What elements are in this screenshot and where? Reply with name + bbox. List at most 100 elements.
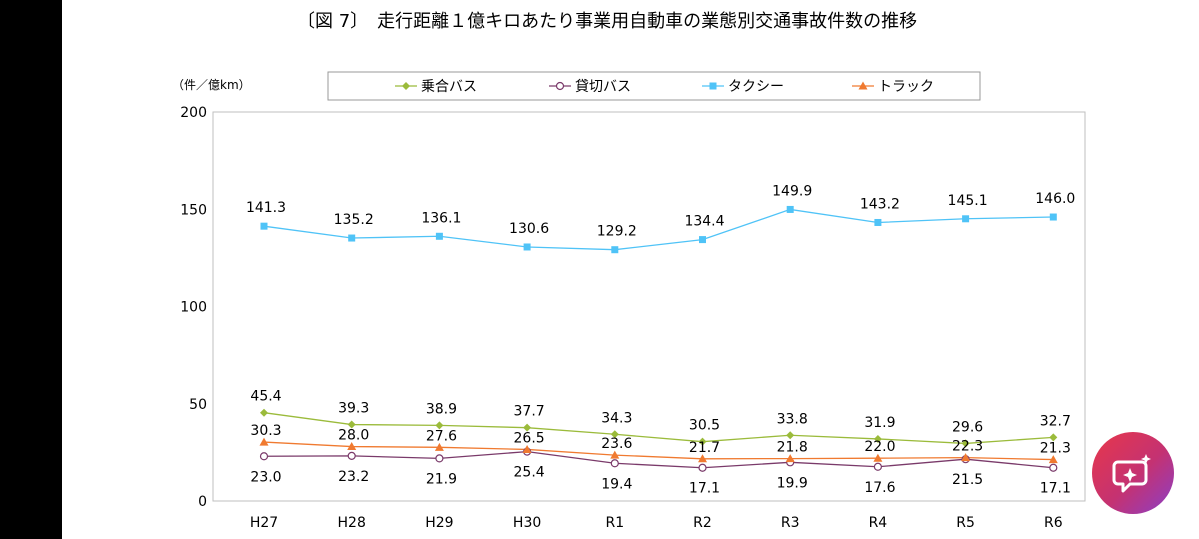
data-label-charter: 17.6 [864,480,895,496]
data-label-charter: 19.4 [601,476,632,492]
data-point-truck [698,454,707,463]
x-tick-label: R2 [693,515,712,531]
x-tick-label: R1 [605,515,624,531]
data-point-truck [347,442,357,451]
data-point-charter [259,452,269,461]
data-point-bus [347,420,356,429]
data-point-taxi [1049,213,1057,221]
data-label-taxi: 129.2 [597,224,637,240]
data-label-bus: 38.9 [426,401,457,417]
data-label-taxi: 146.0 [1035,191,1075,207]
chart-page: 〔図 7〕 走行距離１億キロあたり事業用自動車の業態別交通事故件数の推移 （件／… [62,0,1199,539]
data-label-charter: 21.5 [952,472,983,488]
data-label-taxi: 136.1 [421,210,461,226]
legend-marker-bus [402,82,410,90]
series-line-bus [263,412,1054,445]
series-line-charter [263,450,1054,469]
series-line-truck [263,441,1054,461]
data-point-bus [610,430,619,439]
data-label-charter: 19.9 [777,475,808,491]
data-point-bus [786,431,795,440]
data-point-taxi [523,243,531,251]
x-tick-label: R6 [1044,515,1063,531]
data-label-truck: 28.0 [338,428,369,444]
y-tick-label: 50 [189,397,207,413]
data-point-truck [785,454,795,463]
data-label-charter: 23.0 [250,469,281,485]
data-point-charter [347,451,356,460]
chart-title: 〔図 7〕 走行距離１億キロあたり事業用自動車の業態別交通事故件数の推移 [297,11,917,32]
data-point-bus [435,421,444,430]
x-tick-label: H30 [513,515,541,531]
data-point-truck [1048,455,1058,464]
data-point-charter [610,459,619,468]
data-label-taxi: 130.6 [509,221,549,237]
data-point-taxi [611,246,619,254]
data-point-bus [260,408,268,417]
data-point-taxi [786,205,794,213]
data-label-truck: 23.6 [601,436,632,452]
ai-assistant-button[interactable] [1092,432,1174,514]
data-label-truck: 26.5 [514,430,545,446]
data-point-taxi [962,215,970,223]
data-label-truck: 22.0 [864,439,895,455]
data-point-bus [698,437,707,446]
data-point-charter [435,454,444,463]
data-label-truck: 30.3 [250,423,281,439]
legend-marker-charter [555,81,565,91]
data-point-truck [610,450,620,459]
data-point-charter [873,462,883,471]
chat-sparkle-icon [1112,454,1151,493]
data-point-charter [698,463,707,472]
legend-label-charter: 貸切バス [575,79,631,95]
data-point-taxi [699,236,706,244]
chart: 〔図 7〕 走行距離１億キロあたり事業用自動車の業態別交通事故件数の推移 （件／… [172,11,1086,531]
data-point-truck [259,437,269,446]
data-point-bus [873,434,882,443]
data-label-truck: 22.3 [952,439,983,455]
y-tick-label: 150 [180,202,207,218]
data-point-bus [961,439,970,448]
legend-label-truck: トラック [878,79,934,95]
data-label-charter: 23.2 [338,469,369,485]
data-point-taxi [348,234,356,242]
data-label-charter: 25.4 [514,465,545,481]
data-point-truck [961,453,971,462]
data-point-taxi [260,222,268,230]
data-point-truck [434,442,444,451]
x-tick-label: R5 [956,515,975,531]
data-label-bus: 31.9 [864,415,895,431]
data-point-charter [1049,463,1058,472]
data-label-bus: 45.4 [250,389,281,405]
data-label-charter: 17.1 [689,481,720,497]
data-label-charter: 17.1 [1040,481,1071,497]
y-axis-unit-label: （件／億km） [172,78,251,92]
data-label-taxi: 135.2 [334,212,374,228]
data-point-bus [523,423,532,432]
data-label-charter: 21.9 [426,471,457,487]
data-label-bus: 37.7 [514,404,545,420]
x-tick-label: R3 [781,515,800,531]
series-line-taxi [263,208,1054,251]
data-point-taxi [874,218,882,226]
data-point-bus [1049,433,1058,442]
x-tick-label: H28 [338,515,366,531]
plot-area [212,111,1086,502]
data-label-bus: 33.8 [777,411,808,427]
legend-label-bus: 乗合バス [421,79,477,95]
legend-label-taxi: タクシー [728,79,784,95]
data-point-truck [873,453,883,462]
data-label-truck: 21.3 [1040,441,1071,457]
data-label-bus: 29.6 [952,419,983,435]
data-label-bus: 30.5 [689,418,720,434]
data-label-truck: 27.6 [426,428,457,444]
legend-marker-taxi [709,82,717,90]
legend-marker-truck [858,81,868,90]
x-tick-label: R4 [869,515,888,531]
data-label-taxi: 149.9 [772,183,812,199]
data-label-bus: 34.3 [601,410,632,426]
data-label-truck: 21.8 [777,440,808,456]
x-tick-label: H29 [425,515,453,531]
data-label-bus: 32.7 [1040,413,1071,429]
y-tick-label: 200 [180,105,207,121]
